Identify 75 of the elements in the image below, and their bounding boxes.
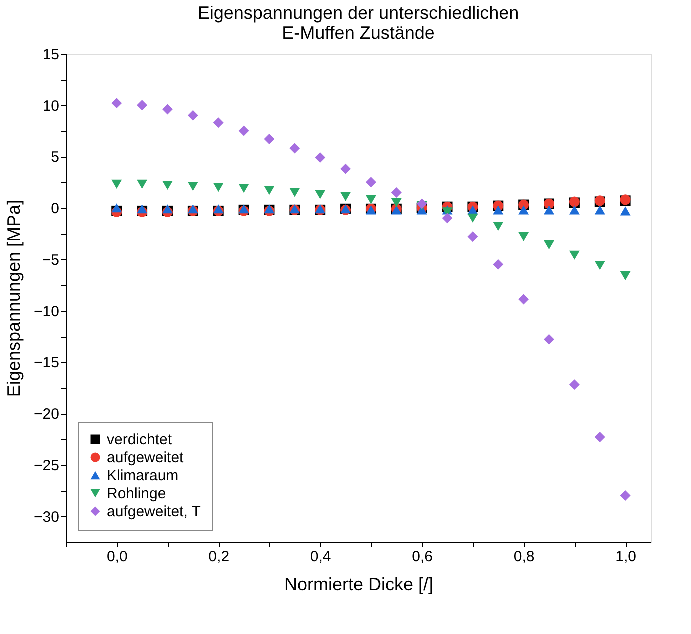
point xyxy=(442,213,453,224)
point xyxy=(544,334,555,345)
point xyxy=(493,259,504,270)
y-tick-label: −30 xyxy=(34,508,60,526)
x-tick-label: 0,4 xyxy=(310,548,332,566)
point xyxy=(569,250,580,260)
point xyxy=(544,206,555,215)
point xyxy=(264,134,275,145)
point xyxy=(518,294,530,305)
point xyxy=(238,126,250,136)
point xyxy=(594,261,606,270)
point xyxy=(162,104,173,115)
point xyxy=(315,152,326,164)
point xyxy=(137,100,148,111)
y-tick-label: 0 xyxy=(51,200,60,218)
y-tick-label: −25 xyxy=(34,457,60,474)
legend-label: aufgeweitet xyxy=(107,450,185,466)
point xyxy=(290,188,300,198)
point xyxy=(162,180,173,190)
legend-label: Klimaraum xyxy=(107,468,179,484)
x-tick-label: 1,0 xyxy=(616,548,636,566)
point xyxy=(569,206,580,215)
point xyxy=(544,240,555,250)
point xyxy=(620,206,631,216)
point xyxy=(112,204,122,213)
point xyxy=(213,118,224,128)
point xyxy=(468,232,478,242)
point xyxy=(137,204,148,214)
legend-label: Rohlinge xyxy=(107,486,166,502)
legend-label: verdichtet xyxy=(107,432,173,448)
y-tick-label: −20 xyxy=(34,406,60,424)
x-axis-title: Normierte Dicke [/] xyxy=(284,574,434,594)
point xyxy=(518,232,530,242)
point xyxy=(213,204,224,214)
point xyxy=(391,198,402,208)
point xyxy=(315,190,326,200)
point xyxy=(391,187,402,198)
x-tick-label: 0,8 xyxy=(514,548,535,566)
y-tick-label: −15 xyxy=(34,354,60,372)
point xyxy=(340,192,352,202)
point xyxy=(518,206,530,215)
y-tick-label: −10 xyxy=(34,303,60,320)
point xyxy=(416,198,428,210)
y-tick-label: −5 xyxy=(42,252,60,269)
x-tick-label: 0,2 xyxy=(208,548,230,566)
point xyxy=(366,195,376,204)
point xyxy=(162,204,173,214)
point xyxy=(112,98,122,109)
y-tick-label: 15 xyxy=(42,46,60,64)
point xyxy=(137,180,148,190)
point xyxy=(569,380,580,390)
point xyxy=(468,214,478,223)
point xyxy=(290,143,300,154)
point xyxy=(493,206,504,215)
y-tick-label: 5 xyxy=(51,149,60,166)
point xyxy=(620,490,631,502)
y-axis-title: Eigenspannungen [MPa] xyxy=(4,200,24,398)
point xyxy=(493,222,504,232)
x-tick-label: 0,6 xyxy=(412,548,434,566)
chart-title: Eigenspannungen der unterschiedlichen E-Muffen Zustände xyxy=(198,3,520,43)
point xyxy=(188,204,198,214)
point xyxy=(238,184,250,194)
point xyxy=(112,180,122,190)
legend-label: aufgeweitet, T xyxy=(107,504,201,520)
y-tick-label: 10 xyxy=(42,98,60,115)
point xyxy=(188,182,198,192)
point xyxy=(213,183,224,192)
point xyxy=(620,271,631,280)
point xyxy=(594,432,606,442)
point xyxy=(366,177,376,188)
point xyxy=(188,110,198,121)
x-tick-label: 0,0 xyxy=(106,548,128,566)
point xyxy=(264,186,275,196)
point xyxy=(594,206,606,215)
point xyxy=(340,164,352,174)
